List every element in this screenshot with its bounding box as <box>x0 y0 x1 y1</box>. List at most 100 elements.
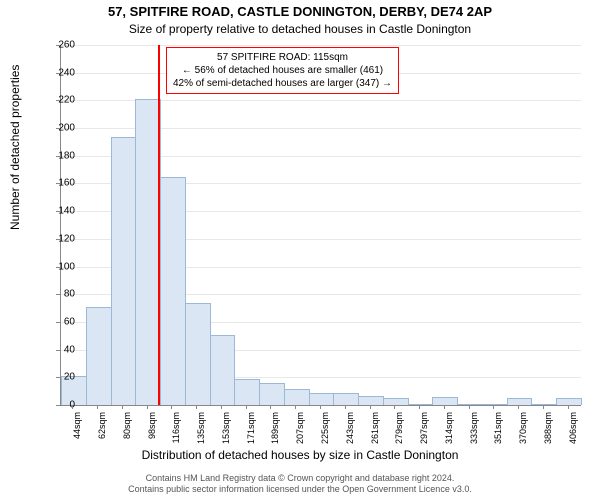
x-tick-label: 314sqm <box>444 412 454 452</box>
grid-line <box>61 45 581 46</box>
histogram-bar <box>408 404 434 405</box>
y-tick <box>56 73 60 74</box>
x-tick-label: 135sqm <box>196 412 206 452</box>
chart-title: 57, SPITFIRE ROAD, CASTLE DONINGTON, DER… <box>0 4 600 19</box>
histogram-bar <box>284 389 310 405</box>
x-tick-label: 98sqm <box>147 412 157 452</box>
y-tick-label: 60 <box>45 316 75 327</box>
y-tick <box>56 183 60 184</box>
x-tick <box>72 405 73 409</box>
annotation-line1: 57 SPITFIRE ROAD: 115sqm <box>217 52 348 63</box>
y-tick <box>56 128 60 129</box>
x-tick <box>97 405 98 409</box>
x-tick <box>419 405 420 409</box>
x-tick-label: 189sqm <box>270 412 280 452</box>
y-tick-label: 260 <box>45 40 75 51</box>
y-tick <box>56 405 60 406</box>
x-tick-label: 153sqm <box>221 412 231 452</box>
x-tick <box>543 405 544 409</box>
y-tick-label: 180 <box>45 150 75 161</box>
histogram-chart: 57, SPITFIRE ROAD, CASTLE DONINGTON, DER… <box>0 0 600 500</box>
y-tick-label: 0 <box>45 400 75 411</box>
footer-line2: Contains public sector information licen… <box>128 484 472 494</box>
footer-line1: Contains HM Land Registry data © Crown c… <box>146 473 455 483</box>
y-tick-label: 140 <box>45 206 75 217</box>
x-tick <box>370 405 371 409</box>
footer-attribution: Contains HM Land Registry data © Crown c… <box>0 473 600 496</box>
x-tick-label: 116sqm <box>171 412 181 452</box>
y-tick <box>56 156 60 157</box>
y-tick-label: 40 <box>45 344 75 355</box>
histogram-bar <box>383 398 409 405</box>
x-tick <box>518 405 519 409</box>
y-tick <box>56 377 60 378</box>
x-tick <box>568 405 569 409</box>
y-tick-label: 120 <box>45 233 75 244</box>
x-tick <box>345 405 346 409</box>
x-tick <box>122 405 123 409</box>
y-tick-label: 220 <box>45 95 75 106</box>
y-tick <box>56 211 60 212</box>
y-tick <box>56 322 60 323</box>
x-tick-label: 261sqm <box>370 412 380 452</box>
x-tick-label: 351sqm <box>493 412 503 452</box>
x-axis-label: Distribution of detached houses by size … <box>0 448 600 462</box>
x-tick-label: 80sqm <box>122 412 132 452</box>
y-tick <box>56 267 60 268</box>
histogram-bar <box>556 398 582 405</box>
histogram-bar <box>507 398 533 405</box>
y-tick-label: 200 <box>45 123 75 134</box>
histogram-bar <box>333 393 359 405</box>
x-tick-label: 279sqm <box>394 412 404 452</box>
histogram-bar <box>432 397 458 405</box>
x-tick-label: 370sqm <box>518 412 528 452</box>
x-tick <box>394 405 395 409</box>
x-tick <box>493 405 494 409</box>
x-tick <box>196 405 197 409</box>
histogram-bar <box>358 396 384 405</box>
x-tick <box>295 405 296 409</box>
x-tick-label: 243sqm <box>345 412 355 452</box>
x-tick <box>221 405 222 409</box>
x-tick <box>444 405 445 409</box>
y-tick <box>56 350 60 351</box>
y-axis-label: Number of detached properties <box>8 65 22 230</box>
histogram-bar <box>482 404 508 405</box>
property-marker-line <box>158 45 160 405</box>
histogram-bar <box>309 393 335 405</box>
histogram-bar <box>234 379 260 405</box>
annotation-line2: ← 56% of detached houses are smaller (46… <box>182 65 383 76</box>
x-tick-label: 44sqm <box>72 412 82 452</box>
histogram-bar <box>531 404 557 405</box>
chart-subtitle: Size of property relative to detached ho… <box>0 22 600 36</box>
histogram-bar <box>160 177 186 405</box>
x-tick-label: 297sqm <box>419 412 429 452</box>
y-tick-label: 160 <box>45 178 75 189</box>
x-tick-label: 207sqm <box>295 412 305 452</box>
histogram-bar <box>111 137 137 405</box>
histogram-bar <box>185 303 211 405</box>
y-tick-label: 20 <box>45 372 75 383</box>
annotation-box: 57 SPITFIRE ROAD: 115sqm ← 56% of detache… <box>166 47 399 94</box>
x-tick-label: 388sqm <box>543 412 553 452</box>
histogram-bar <box>86 307 112 405</box>
histogram-bar <box>457 404 483 405</box>
x-tick-label: 333sqm <box>469 412 479 452</box>
histogram-bar <box>210 335 236 405</box>
x-tick <box>246 405 247 409</box>
x-tick-label: 62sqm <box>97 412 107 452</box>
x-tick <box>270 405 271 409</box>
y-tick <box>56 239 60 240</box>
plot-area: 57 SPITFIRE ROAD: 115sqm ← 56% of detache… <box>60 45 581 406</box>
x-tick-label: 406sqm <box>568 412 578 452</box>
annotation-line3: 42% of semi-detached houses are larger (… <box>173 78 392 89</box>
x-tick-label: 225sqm <box>320 412 330 452</box>
x-tick <box>320 405 321 409</box>
x-tick-label: 171sqm <box>246 412 256 452</box>
y-tick <box>56 45 60 46</box>
x-tick <box>171 405 172 409</box>
y-tick-label: 80 <box>45 289 75 300</box>
y-tick-label: 100 <box>45 261 75 272</box>
x-tick <box>147 405 148 409</box>
histogram-bar <box>259 383 285 405</box>
